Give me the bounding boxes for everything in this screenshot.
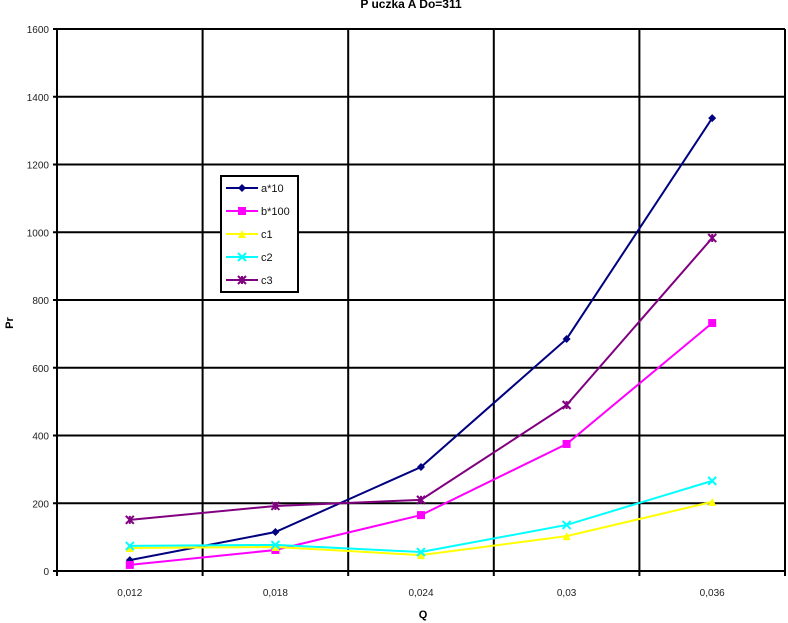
y-tick-label: 1400 bbox=[27, 93, 50, 104]
y-axis-ticks: 0 200 400 600 800 1000 1200 1400 1600 bbox=[27, 25, 57, 578]
legend-item: c2 bbox=[226, 252, 273, 264]
legend-item: b*100 bbox=[226, 206, 290, 218]
x-tick-label: 0,036 bbox=[700, 588, 725, 599]
y-tick-label: 200 bbox=[32, 499, 49, 510]
y-tick-label: 1600 bbox=[27, 25, 50, 36]
y-tick-label: 0 bbox=[43, 567, 49, 578]
legend-label: c3 bbox=[261, 275, 273, 287]
y-tick-label: 400 bbox=[32, 432, 49, 443]
y-tick-label: 600 bbox=[32, 364, 49, 375]
series-c2 bbox=[125, 476, 717, 557]
series-lines bbox=[125, 114, 717, 569]
legend: a*10 b*100 c1 c2 c3 bbox=[220, 175, 299, 293]
x-tick-label: 0,012 bbox=[117, 588, 142, 599]
chart-title: P uczka A Do=311 bbox=[360, 0, 462, 11]
y-axis-label: Pr bbox=[4, 316, 16, 328]
legend-item: a*10 bbox=[226, 183, 284, 195]
x-tick-label: 0,024 bbox=[408, 588, 433, 599]
y-tick-label: 800 bbox=[32, 296, 49, 307]
legend-label: c1 bbox=[261, 229, 273, 241]
legend-item: c3 bbox=[226, 275, 273, 287]
y-tick-label: 1200 bbox=[27, 161, 50, 172]
legend-item: c1 bbox=[226, 229, 273, 241]
legend-label: b*100 bbox=[261, 206, 290, 218]
gridlines bbox=[56, 28, 786, 572]
x-axis-label: Q bbox=[419, 609, 428, 621]
x-axis-ticks: 0,012 0,018 0,024 0,03 0,036 bbox=[56, 571, 786, 599]
series-b100 bbox=[125, 319, 717, 569]
x-tick-label: 0,03 bbox=[557, 588, 577, 599]
series-c3 bbox=[125, 233, 717, 525]
legend-label: c2 bbox=[261, 252, 273, 264]
x-tick-label: 0,018 bbox=[263, 588, 288, 599]
series-c1 bbox=[125, 497, 717, 560]
legend-label: a*10 bbox=[261, 183, 284, 195]
y-tick-label: 1000 bbox=[27, 228, 50, 239]
